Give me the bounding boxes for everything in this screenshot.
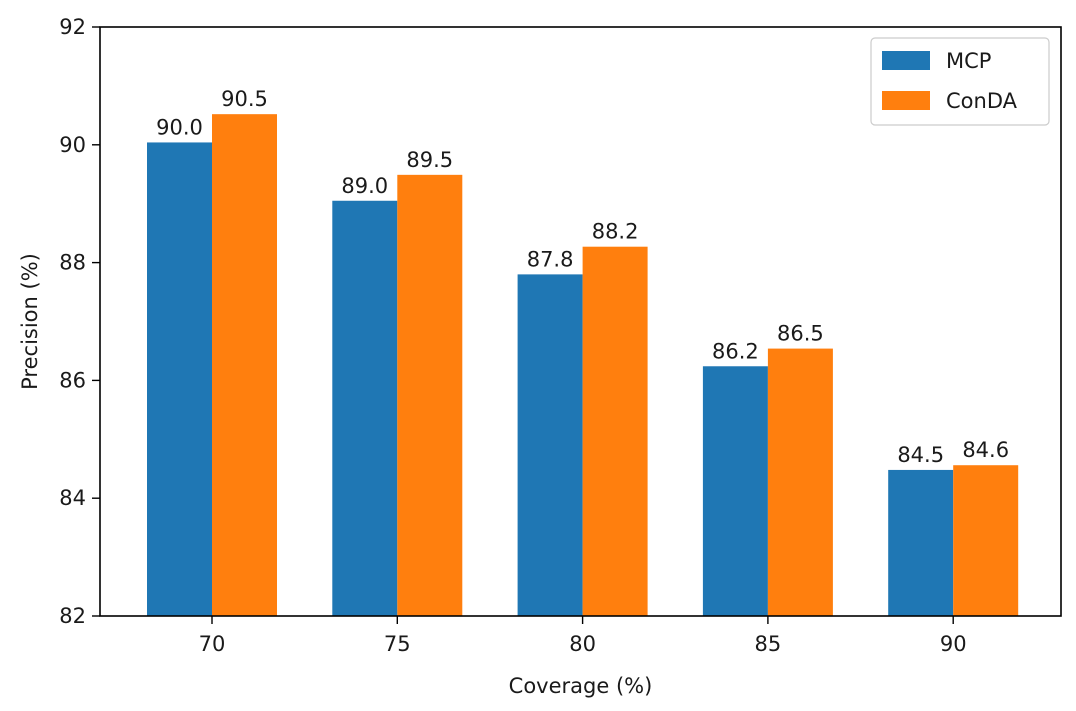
bar-label-mcp-70: 90.0 [156, 115, 203, 139]
bar-mcp-75 [332, 200, 398, 616]
y-tick-label-82: 82 [59, 604, 86, 628]
bar-label-conda-75: 89.5 [406, 148, 453, 172]
bar-label-mcp-75: 89.0 [341, 174, 388, 198]
bar-mcp-80 [517, 274, 583, 616]
bar-label-conda-80: 88.2 [592, 220, 639, 244]
bar-label-mcp-85: 86.2 [712, 339, 759, 363]
legend-label-conda: ConDA [946, 89, 1018, 113]
bar-label-conda-85: 86.5 [777, 322, 824, 346]
legend-swatch-conda [882, 91, 930, 110]
bars-layer [147, 114, 1019, 617]
x-tick-label-75: 75 [384, 632, 411, 656]
bar-conda-75 [397, 174, 463, 617]
bar-value-labels: 90.0 89.0 87.8 86.2 84.5 90.5 89.5 88.2 86.5 84.6 [156, 87, 1009, 467]
y-tick-label-88: 88 [59, 251, 86, 275]
y-axis-label: Precision (%) [18, 253, 42, 390]
bar-mcp-70 [147, 142, 212, 616]
legend-label-mcp: MCP [946, 49, 991, 73]
legend: MCP ConDA [870, 37, 1050, 126]
x-axis: 70 75 80 85 90 [199, 616, 967, 656]
x-tick-label-70: 70 [199, 632, 226, 656]
bar-label-conda-70: 90.5 [221, 87, 268, 111]
bar-conda-85 [767, 348, 833, 616]
bar-conda-70 [212, 114, 277, 616]
bar-conda-90 [953, 465, 1019, 616]
bar-label-conda-90: 84.6 [962, 438, 1009, 462]
bar-mcp-85 [702, 366, 768, 616]
legend-swatch-mcp [882, 51, 930, 70]
x-tick-label-85: 85 [755, 632, 782, 656]
y-tick-label-92: 92 [59, 15, 86, 39]
bar-conda-80 [582, 246, 648, 616]
bar-label-mcp-90: 84.5 [897, 443, 944, 467]
y-axis: 82 84 86 88 90 92 [59, 15, 100, 628]
y-tick-label-84: 84 [59, 486, 86, 510]
x-axis-label: Coverage (%) [509, 674, 653, 698]
bar-mcp-90 [888, 469, 954, 616]
y-tick-label-90: 90 [59, 133, 86, 157]
y-tick-label-86: 86 [59, 368, 86, 392]
plot-frame [99, 26, 1062, 617]
bar-label-mcp-80: 87.8 [527, 247, 574, 271]
x-tick-label-80: 80 [569, 632, 596, 656]
x-tick-label-90: 90 [940, 632, 967, 656]
